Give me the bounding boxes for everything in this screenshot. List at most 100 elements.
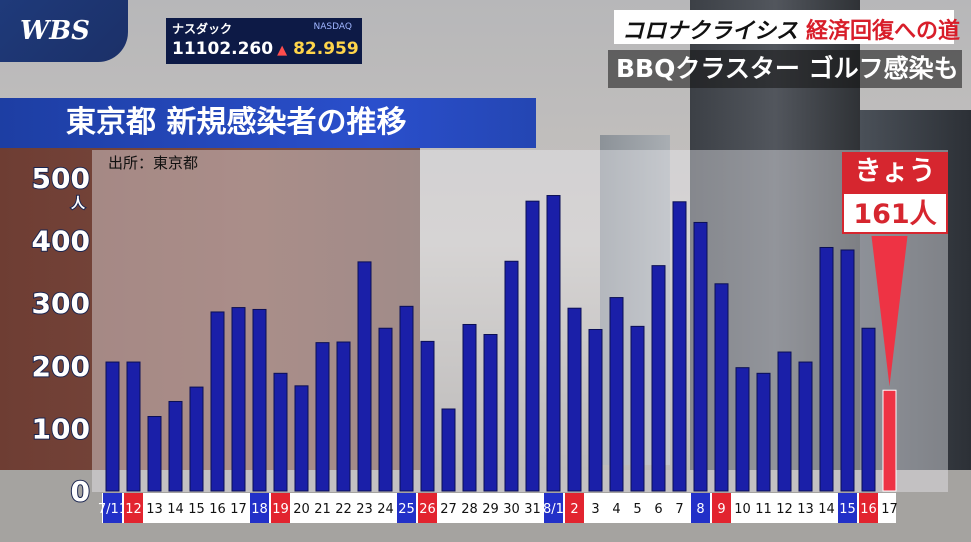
ticker-change: 82.959 bbox=[293, 39, 359, 59]
x-label-badge bbox=[397, 493, 416, 523]
x-tick-label: 7/11 bbox=[98, 502, 127, 517]
bar bbox=[273, 372, 288, 492]
x-tick-label: 2 bbox=[570, 502, 578, 517]
bar bbox=[651, 265, 666, 492]
x-tick-label: 18 bbox=[251, 502, 268, 517]
bar bbox=[504, 260, 519, 492]
x-tick-label: 19 bbox=[272, 502, 289, 517]
bar bbox=[588, 328, 603, 492]
x-label-badge bbox=[250, 493, 269, 523]
bar bbox=[357, 261, 372, 492]
x-tick-label: 13 bbox=[146, 502, 163, 517]
callout-label: きょう bbox=[842, 152, 948, 192]
x-label-badge bbox=[838, 493, 857, 523]
y-axis-unit: 人 bbox=[71, 195, 86, 212]
x-tick-label: 23 bbox=[356, 502, 373, 517]
corner-title: コロナクライシス 経済回復への道 bbox=[614, 10, 960, 44]
up-arrow-icon: ▲ bbox=[277, 43, 288, 58]
bar bbox=[525, 200, 540, 492]
x-label-badge bbox=[418, 493, 437, 523]
x-tick-label: 27 bbox=[440, 502, 457, 517]
ticker-value: 11102.260 bbox=[172, 39, 274, 59]
x-tick-label: 15 bbox=[188, 502, 205, 517]
x-tick-label: 24 bbox=[377, 502, 394, 517]
bar bbox=[210, 311, 225, 492]
today-callout: きょう 161人 bbox=[842, 152, 948, 234]
x-tick-label: 31 bbox=[524, 502, 541, 517]
bar bbox=[861, 327, 876, 492]
chart-title: 東京都 新規感染者の推移 bbox=[0, 98, 536, 148]
y-tick-label: 300 bbox=[32, 287, 90, 320]
bar bbox=[441, 408, 456, 492]
x-tick-label: 9 bbox=[717, 502, 725, 517]
x-tick-label: 29 bbox=[482, 502, 499, 517]
bar bbox=[567, 307, 582, 492]
bar bbox=[672, 201, 687, 492]
x-tick-label: 16 bbox=[209, 502, 226, 517]
bar bbox=[126, 361, 141, 492]
bar bbox=[399, 305, 414, 492]
bar bbox=[735, 367, 750, 492]
bar bbox=[231, 307, 246, 492]
x-tick-label: 11 bbox=[755, 502, 772, 517]
bar bbox=[882, 389, 897, 492]
y-tick-label: 500 bbox=[32, 162, 90, 195]
x-tick-label: 12 bbox=[776, 502, 793, 517]
corner-title-topic: 経済回復への道 bbox=[806, 19, 961, 44]
x-tick-label: 20 bbox=[293, 502, 310, 517]
bar bbox=[693, 221, 708, 492]
bar bbox=[798, 361, 813, 492]
bar bbox=[294, 385, 309, 492]
x-tick-label: 4 bbox=[612, 502, 620, 517]
bar bbox=[168, 400, 183, 492]
x-tick-label: 17 bbox=[881, 502, 898, 517]
y-tick-label: 400 bbox=[32, 225, 90, 258]
chart-source: 出所：東京都 bbox=[108, 154, 199, 172]
bar bbox=[420, 340, 435, 492]
bar bbox=[756, 372, 771, 492]
corner-title-series: コロナクライシス bbox=[622, 19, 799, 44]
x-tick-label: 8 bbox=[696, 502, 704, 517]
x-tick-label: 14 bbox=[818, 502, 835, 517]
x-tick-label: 8/1 bbox=[543, 502, 564, 517]
news-subtitle: BBQクラスター ゴルフ感染も bbox=[608, 50, 962, 88]
y-tick-label: 100 bbox=[32, 412, 90, 445]
x-label-badge bbox=[271, 493, 290, 523]
x-tick-label: 13 bbox=[797, 502, 814, 517]
x-tick-label: 25 bbox=[398, 502, 415, 517]
x-tick-label: 17 bbox=[230, 502, 247, 517]
x-tick-label: 15 bbox=[839, 502, 856, 517]
x-tick-label: 22 bbox=[335, 502, 352, 517]
x-tick-label: 26 bbox=[419, 502, 436, 517]
callout-pointer bbox=[871, 236, 908, 387]
bar bbox=[378, 327, 393, 492]
nasdaq-ticker: ナスダック NASDAQ 11102.260 ▲ 82.959 bbox=[166, 18, 362, 64]
bar bbox=[105, 361, 120, 492]
x-label-badge bbox=[691, 493, 710, 523]
ticker-tag: NASDAQ bbox=[313, 22, 352, 32]
bar bbox=[840, 249, 855, 492]
bar bbox=[189, 386, 204, 492]
bar bbox=[777, 351, 792, 492]
x-tick-label: 16 bbox=[860, 502, 877, 517]
ticker-name: ナスダック bbox=[172, 22, 233, 36]
bar bbox=[609, 297, 624, 492]
callout-value: 161人 bbox=[842, 192, 948, 234]
bar bbox=[147, 416, 162, 492]
x-label-badge bbox=[565, 493, 584, 523]
x-tick-label: 7 bbox=[675, 502, 683, 517]
wbs-logo: WBS bbox=[0, 0, 128, 62]
bar bbox=[819, 246, 834, 492]
bar bbox=[462, 323, 477, 492]
bar bbox=[546, 195, 561, 492]
x-tick-label: 10 bbox=[734, 502, 751, 517]
x-tick-label: 6 bbox=[654, 502, 662, 517]
x-tick-label: 12 bbox=[125, 502, 142, 517]
x-tick-label: 14 bbox=[167, 502, 184, 517]
x-tick-label: 3 bbox=[591, 502, 599, 517]
x-label-badge bbox=[859, 493, 878, 523]
x-tick-label: 28 bbox=[461, 502, 478, 517]
y-tick-label: 200 bbox=[32, 350, 90, 383]
bar bbox=[336, 341, 351, 492]
